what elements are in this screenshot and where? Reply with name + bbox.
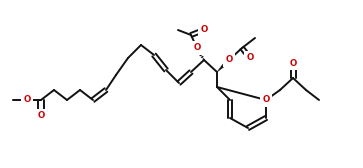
Text: O: O [262,95,270,104]
Text: O: O [23,95,30,104]
Text: O: O [37,112,45,120]
Polygon shape [217,58,231,72]
Text: O: O [193,44,201,52]
Text: O: O [200,26,208,34]
Text: O: O [289,58,297,68]
Text: O: O [246,53,254,62]
Text: O: O [225,55,233,65]
